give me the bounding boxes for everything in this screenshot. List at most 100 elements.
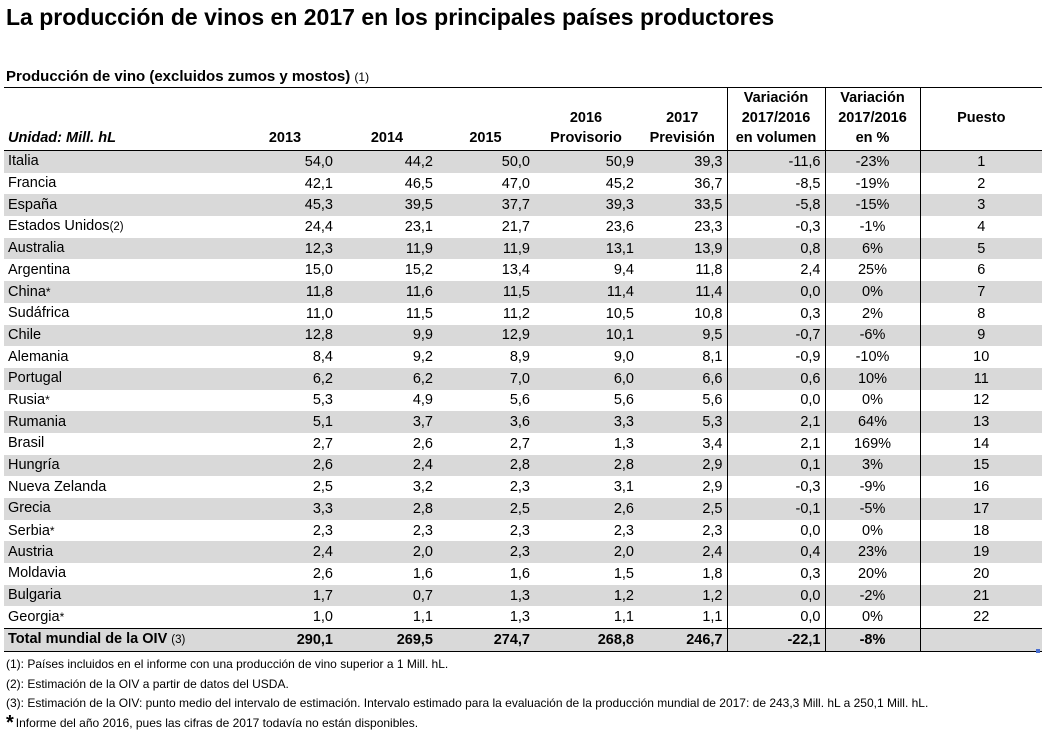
cell-v2016: 1,5: [613, 565, 634, 582]
cell-v2016: 3,3: [534, 411, 638, 433]
cell-var-vol: 0,0: [726, 389, 825, 412]
cell-rank: 22: [919, 606, 1042, 629]
cell-v2013: 11,8: [233, 281, 337, 303]
header-2015: 2015: [437, 87, 534, 151]
total-var-pct: -8%: [824, 628, 920, 652]
cell-var-vol: 0,0: [726, 584, 825, 607]
cell-v2017: 13,9: [638, 237, 727, 260]
cell-v2014: 2,8: [337, 498, 437, 520]
cell-rank: 6: [919, 259, 1042, 282]
country-cell: Hungría: [4, 454, 233, 477]
country-cell: Bulgaria: [4, 584, 233, 607]
cell-rank: 17: [919, 498, 1042, 520]
country-name: Chile: [8, 326, 42, 343]
table-row: Alemania 8,4 9,2 8,9 9,0 8,1 -0,9 -10% 10: [4, 346, 1042, 368]
cell-var-pct: 6%: [824, 237, 920, 260]
cell-v2014: 0,7: [337, 584, 437, 607]
cell-v2017: 3,4: [702, 435, 723, 452]
cell-v2015: 50,0: [437, 150, 534, 173]
cell-v2016: 6,0: [534, 367, 638, 390]
cell-var-vol: -8,5: [726, 172, 825, 195]
cell-v2017: 1,2: [638, 584, 727, 607]
cell-v2013: 2,5: [312, 479, 333, 496]
cell-v2016: 10,1: [534, 324, 638, 347]
cell-v2017: 2,9: [638, 454, 727, 477]
cell-rank: 9: [919, 324, 1042, 347]
cell-v2015: 2,7: [509, 435, 530, 452]
cell-v2016: 1,2: [534, 584, 638, 607]
country-name: Serbia: [8, 522, 50, 539]
star-symbol: *: [6, 711, 14, 734]
footnote-4-text: Informe del año 2016, pues las cifras de…: [15, 715, 419, 730]
table-row: Francia 42,1 46,5 47,0 45,2 36,7 -8,5 -19% 2: [4, 172, 1042, 195]
cell-rank: 18: [919, 519, 1042, 542]
cell-rank: 3: [919, 194, 1042, 217]
table-row: España 45,3 39,5 37,7 39,3 33,5 -5,8 -15% 3: [4, 194, 1042, 217]
cell-v2014: 39,5: [337, 194, 437, 217]
country-cell: Australia: [4, 237, 233, 260]
header-2013: 2013: [233, 87, 337, 151]
total-rank-empty: [919, 628, 1042, 652]
total-v2016: 268,8: [534, 628, 638, 652]
cell-var-vol: 0,4: [726, 541, 825, 564]
header-variation-volume: Variación 2017/2016 en volumen: [726, 87, 825, 151]
cell-var-pct: 0%: [824, 606, 920, 629]
cell-v2016: 23,6: [605, 218, 634, 235]
total-v2013: 290,1: [233, 628, 337, 652]
cell-var-vol: 2,4: [726, 259, 825, 282]
cell-var-pct: -15%: [824, 194, 920, 217]
cell-v2013: 15,0: [304, 262, 333, 279]
cell-v2016: 10,5: [605, 305, 634, 322]
cell-v2014: 3,2: [412, 479, 433, 496]
cell-var-pct: -1%: [824, 216, 920, 238]
table-row: Hungría 2,6 2,4 2,8 2,8 2,9 0,1 3% 15: [4, 454, 1042, 477]
cell-rank: 10: [919, 346, 1042, 368]
cell-v2014: 2,4: [337, 454, 437, 477]
cell-v2016: 5,6: [613, 392, 634, 409]
cell-var-vol: -11,6: [726, 150, 825, 173]
country-cell: Sudáfrica: [4, 303, 233, 325]
table-row: Australia 12,3 11,9 11,9 13,1 13,9 0,8 6% 5: [4, 237, 1042, 260]
cell-var-pct: -6%: [824, 324, 920, 347]
country-mark: (2): [109, 221, 124, 234]
cell-v2016: 1,1: [613, 609, 634, 626]
country-name: Estados Unidos: [8, 218, 110, 235]
cell-v2017: 2,5: [638, 498, 727, 520]
cell-v2015: 47,0: [501, 175, 530, 192]
cell-v2013: 45,3: [233, 194, 337, 217]
cell-var-vol: 0,0: [726, 519, 825, 542]
cell-v2015: 3,6: [437, 411, 534, 433]
table-row: Nueva Zelanda 2,5 3,2 2,3 3,1 2,9 -0,3 -9% 16: [4, 476, 1042, 498]
cell-v2013: 6,2: [233, 367, 337, 390]
cell-v2016: 3,1: [613, 479, 634, 496]
cell-rank: 8: [919, 302, 1042, 325]
cell-rank: 15: [919, 454, 1042, 477]
country-name: Georgia: [8, 609, 60, 626]
cell-v2015: 13,4: [501, 262, 530, 279]
cell-v2013: 2,3: [312, 522, 333, 539]
cell-v2014: 44,2: [337, 150, 437, 173]
cell-v2015: 2,3: [509, 522, 530, 539]
cell-v2014: 2,6: [412, 435, 433, 452]
cell-v2014: 1,1: [412, 609, 433, 626]
cell-var-pct: 64%: [824, 411, 920, 433]
country-name: China: [8, 283, 46, 300]
cell-v2016: 45,2: [605, 175, 634, 192]
cell-rank: 14: [919, 432, 1042, 455]
table-row: Sudáfrica 11,0 11,5 11,2 10,5 10,8 0,3 2% 8: [4, 302, 1042, 325]
cell-var-pct: -2%: [824, 584, 920, 607]
table-subtitle: Producción de vino (excluidos zumos y mo…: [6, 68, 369, 85]
cell-v2015: 8,9: [509, 349, 530, 366]
cell-var-pct: -23%: [824, 150, 920, 173]
table-row: China* 11,8 11,6 11,5 11,4 11,4 0,0 0% 7: [4, 281, 1042, 303]
table-body: Italia 54,0 44,2 50,0 50,9 39,3 -11,6 -23% 1 Fran…: [4, 150, 1042, 652]
cell-v2016: 39,3: [534, 194, 638, 217]
table-row: Brasil 2,7 2,6 2,7 1,3 3,4 2,1 169% 14: [4, 432, 1042, 455]
subtitle-text: Producción de vino (excluidos zumos y mo…: [6, 68, 351, 85]
table-row: Georgia* 1,0 1,1 1,3 1,1 1,1 0,0 0% 22: [4, 606, 1042, 629]
country-name: Brasil: [8, 435, 45, 452]
header-rank: Puesto: [919, 87, 1042, 151]
cell-var-vol: -0,9: [726, 346, 825, 368]
cell-var-pct: 20%: [824, 563, 920, 585]
total-label: Total mundial de la OIV: [8, 631, 168, 648]
